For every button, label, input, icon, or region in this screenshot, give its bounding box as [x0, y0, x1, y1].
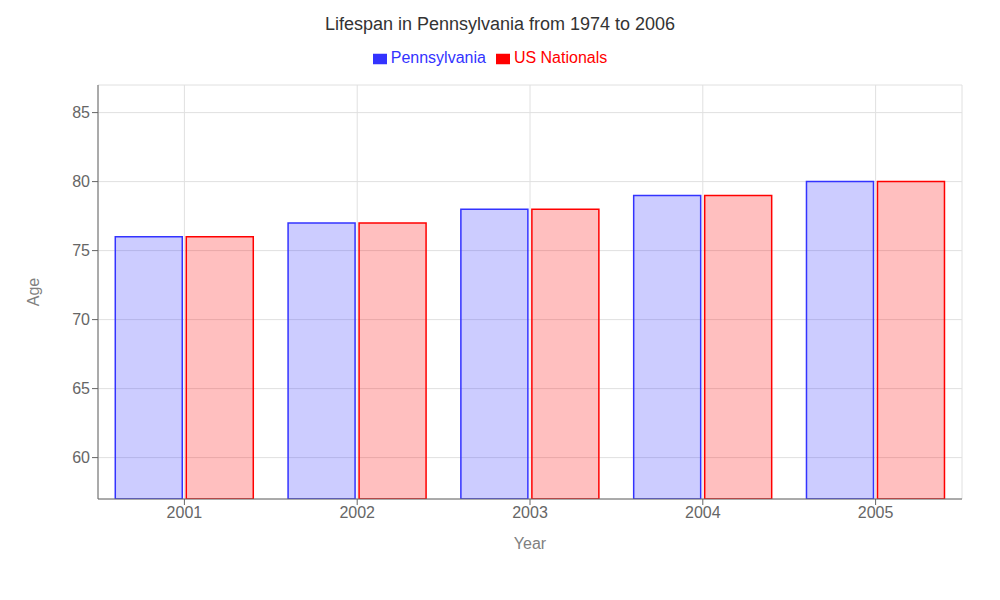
svg-text:2002: 2002	[339, 504, 375, 521]
svg-text:75: 75	[72, 242, 90, 259]
svg-text:Age: Age	[25, 278, 42, 307]
svg-text:60: 60	[72, 449, 90, 466]
svg-text:2004: 2004	[685, 504, 721, 521]
svg-text:65: 65	[72, 380, 90, 397]
svg-text:Year: Year	[514, 535, 547, 552]
svg-text:2001: 2001	[167, 504, 203, 521]
svg-text:2005: 2005	[858, 504, 894, 521]
svg-text:80: 80	[72, 173, 90, 190]
html-text:US Nationals: US Nationals	[513, 49, 608, 66]
svg-text:2003: 2003	[512, 504, 548, 521]
html-text:Pennsylvania: Pennsylvania	[390, 49, 486, 66]
html-text:Lifespan in Pennsylvania from: Lifespan in Pennsylvania from 1974 to 20…	[324, 14, 676, 34]
svg-text:70: 70	[72, 311, 90, 328]
svg-text:85: 85	[72, 104, 90, 121]
